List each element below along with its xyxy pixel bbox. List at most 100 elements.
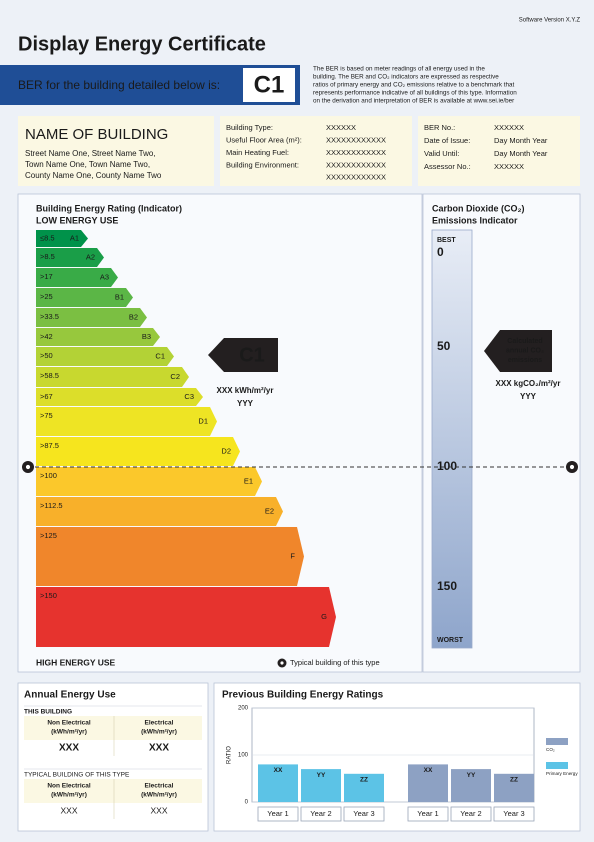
detail-label: Useful Floor Area (m²): [226,135,302,144]
ber-rating-box [243,68,295,102]
bar-value-label: XX [274,767,283,774]
band-range: >100 [40,471,57,480]
intro-line: The BER is based on meter readings of al… [313,66,485,73]
co2-indicator-value: XXX kgCO₂/m²/yr [496,379,561,388]
band-range: >125 [40,531,57,540]
band-grade: G [321,612,327,621]
building-name: NAME OF BUILDING [25,126,168,143]
bar-value-label: ZZ [510,777,518,784]
column-header [24,716,202,740]
x-tick-label: Year 3 [353,809,374,818]
rating-indicator [208,338,278,372]
band-grade: F [290,551,295,560]
year-box [493,806,535,822]
bar-value-label: XX [424,767,433,774]
band-range: >50 [40,351,53,360]
typical-legend: Typical building of this type [290,658,380,667]
bar [258,764,298,802]
rating-band [36,230,88,247]
x-tick-label: Year 2 [310,809,331,818]
co2-tick-label: 150 [437,579,457,593]
typical-marker-dot [25,464,31,470]
rating-band [36,527,304,586]
co2-indicator-label: Calculated [507,338,542,345]
band-range: >25 [40,292,53,301]
detail-value: XXXXXXXXXXXX [326,160,386,169]
band-grade: A1 [70,233,79,242]
detail-label: Main Heating Fuel: [226,148,289,157]
energy-value: XXX [59,743,79,754]
band-range: ≤8.5 [40,233,55,242]
band-grade: E1 [244,476,253,485]
certificate-value: Day Month Year [494,136,548,145]
year-box [407,806,449,822]
co2-tick-label: 100 [437,459,457,473]
column-heading: Electrical [145,783,174,790]
typical-marker-dot [569,464,575,470]
legend-swatch [546,762,568,769]
building-box [18,116,214,186]
certificate-label: Assessor No.: [424,162,471,171]
band-range: >42 [40,332,53,341]
address-line: Town Name One, Town Name Two, [25,160,150,169]
address-line: County Name One, County Name Two [25,171,162,180]
band-grade: D1 [198,416,208,425]
co2-tick-label: 0 [437,245,444,259]
bar-value-label: YY [317,772,326,779]
high-label: HIGH ENERGY USE [36,657,116,667]
legend-label: Primary Energy [546,771,578,776]
y-axis-label: RATIO [227,746,233,764]
detail-value: XXXXXXXXXXXX [326,135,386,144]
column-heading: (kWh/m²/yr) [51,792,87,799]
year-box [257,806,299,822]
column-header [24,779,202,803]
detail-label: Building Environment: [226,160,299,169]
bar [494,773,534,802]
section-heading: THIS BUILDING [24,709,72,716]
certificate-box [418,116,580,186]
band-grade: A2 [86,252,95,261]
co2-tick-label: 50 [437,339,451,353]
year-box [450,806,492,822]
rating-band [36,268,118,287]
low-label: LOW ENERGY USE [36,215,118,225]
co2-scale [431,229,473,649]
bar [451,769,491,802]
band-range: >17 [40,272,53,281]
column-heading: (kWh/m²/yr) [51,729,87,736]
band-range: >87.5 [40,441,59,450]
band-grade: A3 [100,272,109,281]
legend-label: CO₂ [546,747,555,752]
annual-title: Annual Energy Use [24,690,116,701]
rating-band [36,467,262,496]
rating-band [36,367,189,387]
column-heading: (kWh/m²/yr) [141,792,177,799]
intro-line: on the derivation and interpretation of … [313,98,514,105]
band-grade: E2 [265,506,274,515]
ber-banner-label: BER for the building detailed below is: [18,78,220,92]
band-grade: C3 [184,392,194,401]
typical-marker-dot [280,661,284,665]
rating-band [36,248,104,267]
band-range: >75 [40,411,53,420]
energy-value: XXX [149,743,169,754]
rating-band [36,328,160,346]
co2-best: BEST [437,237,456,244]
band-range: >58.5 [40,371,59,380]
co2-indicator-typical: YYY [520,392,537,401]
annual-panel [17,682,209,832]
band-grade: B3 [142,332,151,341]
co2-indicator-label: emissions [508,357,542,364]
rating-band [36,288,133,307]
co2-indicator [484,330,552,372]
rating-indicator-value: XXX kWh/m²/yr [217,386,274,395]
column-heading: Non Electrical [47,720,91,727]
band-grade: B1 [115,292,124,301]
intro-line: building. The BER and CO₂ indicators are… [313,74,499,81]
column-heading: (kWh/m²/yr) [141,729,177,736]
software-version: Software Version X.Y.Z [519,18,581,24]
rating-indicator-typical: YYY [237,399,254,408]
x-tick-label: Year 1 [267,809,288,818]
